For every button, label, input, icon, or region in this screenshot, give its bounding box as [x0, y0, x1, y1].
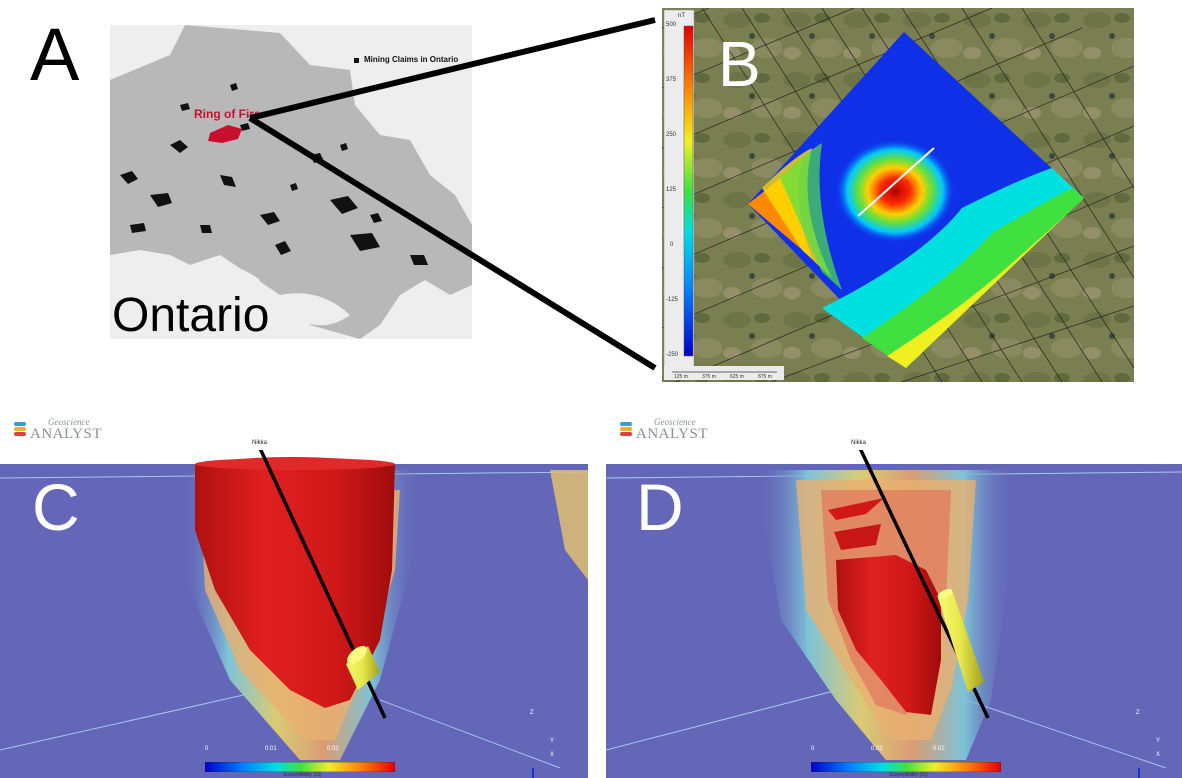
colorbar-c-tick: 0.01 — [265, 746, 277, 752]
geoscience-analyst-logo: Geoscience ANALYST — [620, 418, 708, 442]
logo-mark-icon — [14, 422, 26, 438]
ring-of-fire-label: Ring of Fire — [194, 107, 261, 121]
logo-mark-icon — [620, 422, 632, 438]
map-legend-label: Mining Claims in Ontario — [364, 55, 459, 64]
logo-line1: Geoscience — [654, 417, 696, 427]
colorbar-b — [683, 25, 694, 357]
panel-b: B nT 500 375 250 125 0 -125 -250 125 m 3… — [662, 8, 1134, 382]
scalebar-tick: 375 m — [702, 374, 716, 380]
susceptibility-body-upper — [828, 498, 884, 520]
colorbar-c-tick: 0 — [205, 746, 209, 752]
panel-c-letter: C — [32, 470, 80, 544]
axis-label-z: Z — [1136, 710, 1140, 716]
colorbar-c-title: Susceptibility (SI) — [283, 772, 322, 778]
susceptibility-body-mid — [834, 524, 881, 550]
axis-label-z: Z — [530, 710, 534, 716]
colorbar-b-tick: 500 — [666, 22, 677, 28]
panel-d: Geoscience ANALYST D Nikka Z Y X 0 0.01 — [606, 410, 1182, 778]
colorbar-d-tick: 0.02 — [933, 746, 945, 752]
ring-of-fire-region — [208, 125, 242, 143]
orientation-axes — [1138, 768, 1140, 778]
model-view-d — [606, 450, 1182, 778]
colorbar-c-tick: 0.02 — [327, 746, 339, 752]
colorbar-b-unit: nT — [678, 13, 686, 19]
colorbar-d-title: Susceptibility (SI) — [889, 772, 928, 778]
axis-label-x: X — [1156, 752, 1161, 758]
susceptibility-body — [195, 457, 395, 708]
drillhole-label-d: Nikka — [851, 440, 867, 446]
geoscience-analyst-logo: Geoscience ANALYST — [14, 418, 102, 442]
drillhole-label-c: Nikka — [252, 440, 268, 446]
colorbar-d-tick: 0.01 — [871, 746, 883, 752]
colorbar-b-tick: 250 — [666, 132, 677, 138]
colorbar-b-tick: -250 — [666, 352, 679, 358]
colorbar-c: 0 0.01 0.02 Susceptibility (SI) — [205, 746, 397, 778]
susceptibility-body — [836, 555, 941, 715]
magnetic-anomaly-grid — [748, 32, 1084, 368]
axis-label-y: Y — [1156, 738, 1161, 744]
colorbar-d: 0 0.01 0.02 Susceptibility (SI) — [811, 746, 1003, 778]
logo-line2: ANALYST — [30, 426, 102, 442]
panel-b-letter: B — [718, 28, 761, 100]
panel-a-letter: A — [30, 13, 80, 96]
colorbar-d-tick: 0 — [811, 746, 815, 752]
colorbar-b-tick: 0 — [670, 242, 674, 248]
scalebar-tick: 125 m — [674, 374, 688, 380]
panel-d-letter: D — [636, 470, 684, 544]
panel-a: A — [0, 0, 480, 360]
scalebar-tick: 875 m — [758, 374, 772, 380]
legend-marker — [354, 58, 359, 63]
scalebar-tick: 625 m — [730, 374, 744, 380]
colorbar-b-tick: 125 — [666, 187, 677, 193]
model-view-c — [0, 450, 588, 778]
axis-label-x: X — [550, 752, 555, 758]
colorbar-b-ticks: 500 375 250 125 0 -125 -250 — [666, 22, 682, 362]
scalebar-b: 125 m 375 m 625 m 875 m — [674, 374, 784, 382]
panel-c: Geoscience ANALYST C Nikka Z Y X 0 0.01 — [0, 410, 588, 778]
axis-label-y: Y — [550, 738, 555, 744]
orientation-axes — [532, 768, 534, 778]
colorbar-b-tick: 375 — [666, 77, 677, 83]
ontario-label: Ontario — [112, 289, 270, 342]
logo-line2: ANALYST — [636, 426, 708, 442]
colorbar-b-tick: -125 — [666, 297, 679, 303]
magnetic-survey-map — [662, 8, 1134, 382]
logo-line1: Geoscience — [48, 417, 90, 427]
